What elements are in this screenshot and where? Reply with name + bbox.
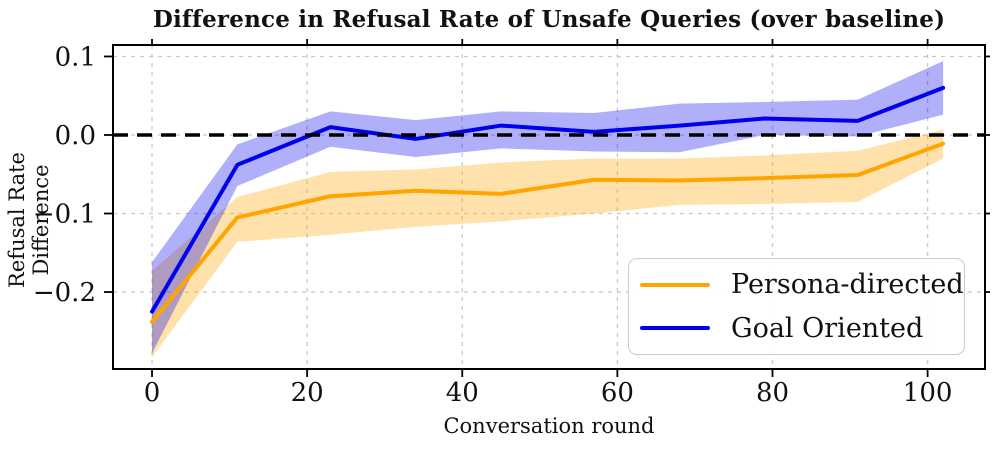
x-tick-label: 80 xyxy=(756,378,789,408)
legend-item-persona-directed: Persona-directed xyxy=(629,265,964,305)
legend-label-goal-oriented: Goal Oriented xyxy=(731,312,924,344)
x-tick-label: 0 xyxy=(144,378,161,408)
legend-item-goal-oriented: Goal Oriented xyxy=(629,308,964,348)
axes-spines xyxy=(112,44,986,370)
x-axis-label: Conversation round xyxy=(443,414,655,438)
legend-label-persona-directed: Persona-directed xyxy=(731,269,964,301)
legend-line-swatch-orange xyxy=(640,282,710,287)
y-tick-label: 0.1 xyxy=(55,42,96,72)
y-tick-label: 0.0 xyxy=(55,121,96,151)
x-tick-label: 20 xyxy=(291,378,324,408)
data-line xyxy=(150,141,946,324)
legend-line-swatch-blue xyxy=(640,326,710,331)
x-tick-label: 60 xyxy=(601,378,634,408)
x-tick-label: 40 xyxy=(446,378,479,408)
y-tick-label: −0.2 xyxy=(33,278,96,308)
legend: Persona-directed Goal Oriented xyxy=(628,258,965,355)
y-tick-label: −0.1 xyxy=(33,200,96,230)
confidence-band xyxy=(152,129,944,358)
x-tick-label: 100 xyxy=(903,378,953,408)
data-line xyxy=(150,85,946,314)
chart-title: Difference in Refusal Rate of Unsafe Que… xyxy=(152,6,946,33)
